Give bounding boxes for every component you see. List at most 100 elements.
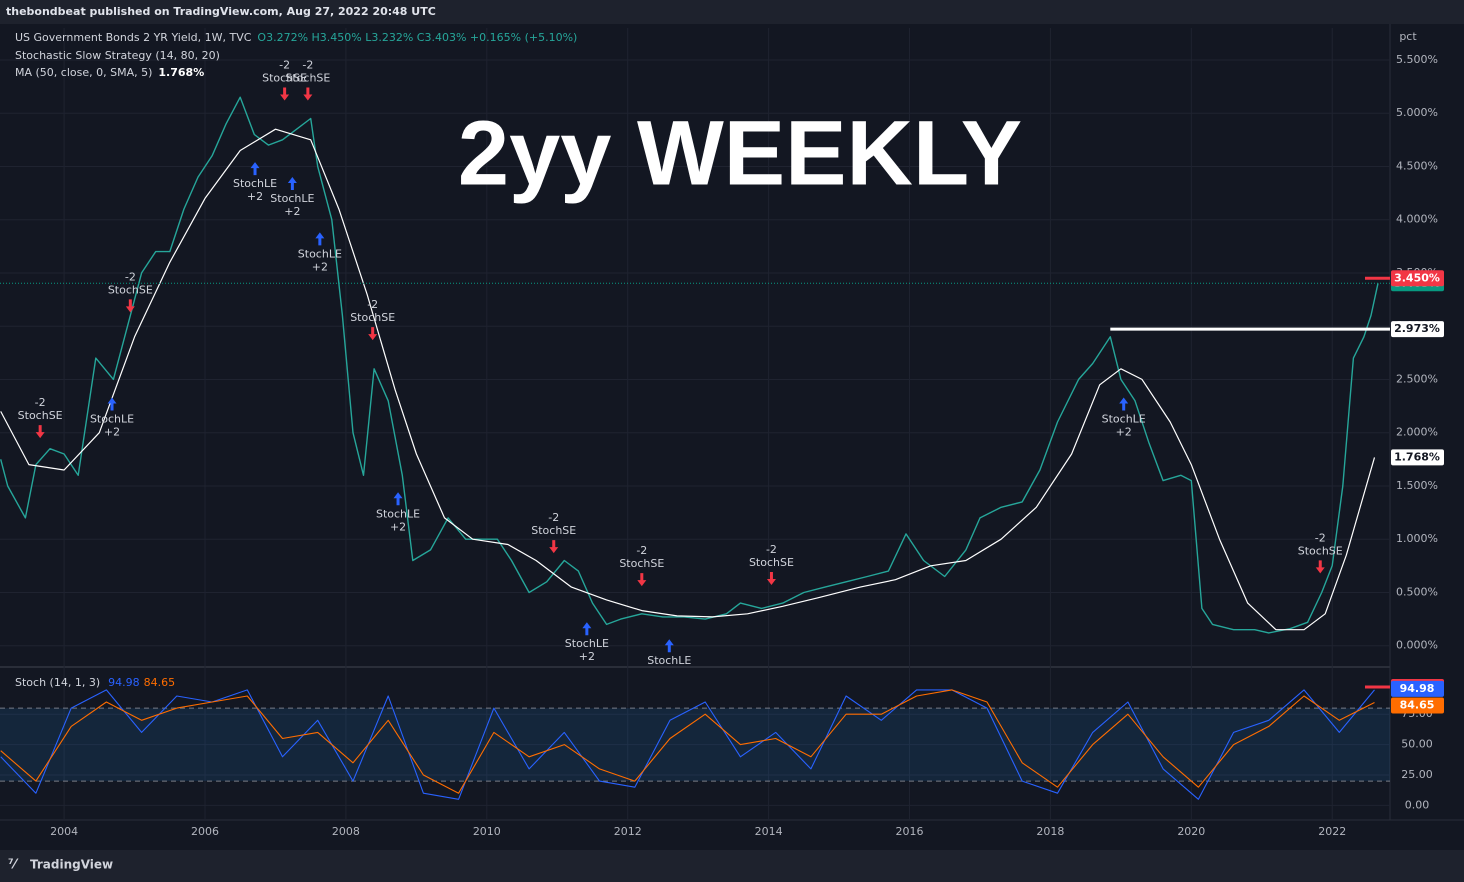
chart-title: 2yy WEEKLY	[458, 102, 1022, 204]
y-tick-label: 25.00	[1401, 768, 1433, 781]
x-tick-label: 2010	[473, 825, 501, 838]
x-tick-label: 2018	[1036, 825, 1064, 838]
y-tick-label: 4.000%	[1396, 213, 1438, 226]
y-tick-label: 2.500%	[1396, 372, 1438, 385]
annotation-qty: -2	[548, 511, 559, 524]
long-arrow	[287, 177, 297, 191]
last-value-box	[1391, 449, 1444, 466]
annotation-label: StochLE	[376, 507, 420, 520]
x-tick-label: 2006	[191, 825, 219, 838]
long-arrow	[1119, 397, 1129, 411]
y-tick-label: 1.000%	[1396, 532, 1438, 545]
annotation-qty: -2	[1315, 531, 1326, 544]
annotation-qty: +2	[284, 205, 300, 218]
y-tick-label: 1.500%	[1396, 479, 1438, 492]
annotation-label: StochSE	[262, 71, 307, 84]
annotation-qty: -2	[302, 58, 313, 71]
long-arrow	[250, 162, 260, 176]
short-arrow	[303, 87, 313, 101]
annotation-label: StochLE	[270, 192, 314, 205]
annotation-qty: -2	[125, 270, 136, 283]
ohlc-legend: O3.272% H3.450% L3.232% C3.403% +0.165% …	[257, 31, 577, 44]
annotation-label: StochSE	[1298, 544, 1343, 557]
stoch-d-line	[0, 689, 1375, 794]
stoch-band-fill	[0, 708, 1390, 782]
short-arrow	[368, 327, 378, 341]
annotation-qty: +2	[579, 650, 595, 663]
y-tick-label: 2.000%	[1396, 426, 1438, 439]
y-tick-label: 5.000%	[1396, 106, 1438, 119]
stoch-last-label: 84.65	[1400, 698, 1435, 711]
annotation-label: StochSE	[350, 311, 395, 324]
stoch-last-label: 94.98	[1400, 682, 1435, 695]
annotation-qty: +2	[390, 520, 406, 533]
annotation-label: StochLE	[647, 654, 691, 667]
level-box	[1391, 321, 1444, 338]
long-arrow	[107, 397, 117, 411]
annotation-qty: +2	[312, 260, 328, 273]
ma-legend-value: 1.768%	[158, 66, 204, 79]
x-tick-label: 2014	[755, 825, 783, 838]
annotation-qty: -2	[636, 544, 647, 557]
footer-bar	[0, 850, 1464, 882]
long-arrow	[664, 639, 674, 653]
last-value-label: 1.768%	[1394, 450, 1440, 463]
y-tick-label: 0.00	[1405, 798, 1430, 811]
footer-logo: TradingView	[30, 858, 113, 872]
strategy-legend: Stochastic Slow Strategy (14, 80, 20)	[15, 49, 220, 62]
y-tick-label: 0.000%	[1396, 639, 1438, 652]
short-arrow	[549, 540, 559, 554]
long-arrow	[582, 622, 592, 636]
y-tick-label: 5.500%	[1396, 53, 1438, 66]
top-bar	[0, 0, 1464, 24]
annotation-label: StochLE	[233, 177, 277, 190]
stoch-last-box	[1391, 697, 1444, 714]
y-tick-label: 50.00	[1401, 738, 1433, 751]
short-arrow	[637, 573, 647, 587]
annotation-label: StochSE	[18, 409, 63, 422]
short-arrow	[280, 87, 290, 101]
annotation-label: StochSE	[619, 557, 664, 570]
stoch-legend-value: 94.98	[108, 676, 140, 689]
annotation-label: StochLE	[565, 637, 609, 650]
high-marker-label: 3.450%	[1394, 271, 1440, 284]
long-arrow	[393, 492, 403, 506]
stoch-legend-value: 84.65	[144, 676, 176, 689]
annotation-qty: -2	[279, 58, 290, 71]
level-label: 2.973%	[1394, 322, 1440, 335]
y-unit-label: pct	[1399, 30, 1417, 43]
stoch-legend: Stoch (14, 1, 3)	[15, 676, 100, 689]
stoch-last-box	[1391, 680, 1444, 697]
annotation-label: StochLE	[298, 247, 342, 260]
annotation-label: StochLE	[90, 412, 134, 425]
short-arrow	[1315, 560, 1325, 574]
annotation-label: StochSE	[531, 524, 576, 537]
y-tick-label: 0.500%	[1396, 585, 1438, 598]
x-tick-label: 2004	[50, 825, 78, 838]
short-arrow	[766, 572, 776, 586]
annotation-label: StochSE	[749, 556, 794, 569]
annotation-label: StochSE	[285, 71, 330, 84]
annotation-qty: -2	[766, 543, 777, 556]
annotation-qty: -2	[35, 396, 46, 409]
annotation-label: StochLE	[1102, 412, 1146, 425]
x-tick-label: 2022	[1318, 825, 1346, 838]
price-line	[0, 96, 1379, 634]
x-tick-label: 2012	[614, 825, 642, 838]
long-arrow	[315, 232, 325, 246]
y-tick-label: 4.500%	[1396, 159, 1438, 172]
short-arrow	[35, 425, 45, 439]
short-arrow	[125, 299, 135, 313]
annotation-qty: -2	[367, 298, 378, 311]
annotation-qty: +2	[1116, 425, 1132, 438]
ma-line	[0, 128, 1376, 631]
annotation-qty: +2	[104, 425, 120, 438]
x-tick-label: 2016	[896, 825, 924, 838]
annotation-qty: +2	[247, 190, 263, 203]
ma-legend: MA (50, close, 0, SMA, 5)	[15, 66, 152, 79]
x-tick-label: 2008	[332, 825, 360, 838]
footer-icon: ⁷⁄	[8, 858, 19, 873]
